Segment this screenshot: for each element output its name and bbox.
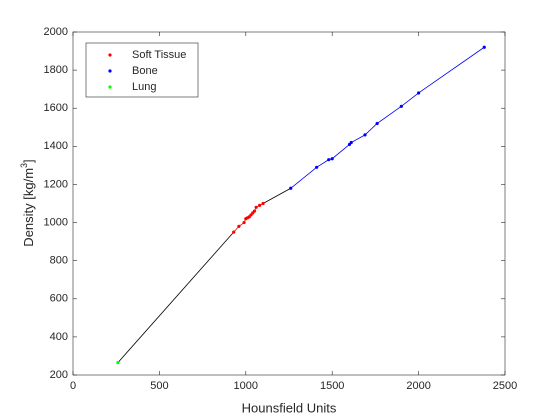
data-point [242, 220, 246, 225]
connector-line [262, 187, 291, 204]
y-tick-label: 1000 [44, 216, 68, 228]
data-point [258, 203, 262, 208]
legend-marker [108, 69, 112, 73]
y-label-end: ] [21, 159, 36, 163]
x-tick-label: 500 [150, 380, 168, 392]
connector-line [117, 231, 235, 363]
data-point [363, 133, 367, 137]
data-point [399, 104, 403, 108]
x-tick-label: 1500 [320, 380, 344, 392]
data-point [349, 140, 353, 145]
data-point [417, 91, 421, 95]
data-point [482, 45, 486, 49]
legend-label: Lung [132, 81, 156, 93]
legend-label: Soft Tissue [132, 49, 186, 61]
legend-marker [108, 85, 112, 89]
data-point [254, 205, 258, 209]
y-axis-label: Density [kg/m3] [19, 159, 36, 246]
y-tick-label: 400 [50, 331, 68, 343]
x-tick-label: 2500 [493, 380, 517, 392]
data-point [315, 165, 319, 169]
data-point [232, 230, 236, 234]
data-point [237, 224, 241, 228]
y-tick-label: 200 [50, 369, 68, 381]
data-point [289, 186, 293, 190]
legend-marker [108, 53, 112, 57]
data-point [327, 158, 331, 162]
x-tick-label: 2000 [406, 380, 430, 392]
data-point [261, 201, 265, 206]
data-point [116, 361, 120, 365]
data-point [375, 121, 379, 126]
legend-label: Bone [132, 65, 158, 77]
data-point [330, 157, 334, 161]
y-tick-label: 1400 [44, 140, 68, 152]
y-tick-label: 600 [50, 293, 68, 305]
y-tick-label: 1600 [44, 102, 68, 114]
y-tick-label: 800 [50, 255, 68, 267]
y-label-text: Density [kg/m [21, 168, 36, 247]
legend-box [85, 42, 199, 98]
x-tick-label: 0 [70, 380, 76, 392]
x-axis-label: Hounsfield Units [242, 400, 337, 415]
y-tick-label: 1800 [44, 64, 68, 76]
y-tick-label: 2000 [44, 26, 68, 38]
data-point [252, 209, 257, 213]
x-tick-label: 1000 [234, 380, 258, 392]
y-label-sup: 3 [19, 163, 29, 168]
y-tick-label: 1200 [44, 178, 68, 190]
